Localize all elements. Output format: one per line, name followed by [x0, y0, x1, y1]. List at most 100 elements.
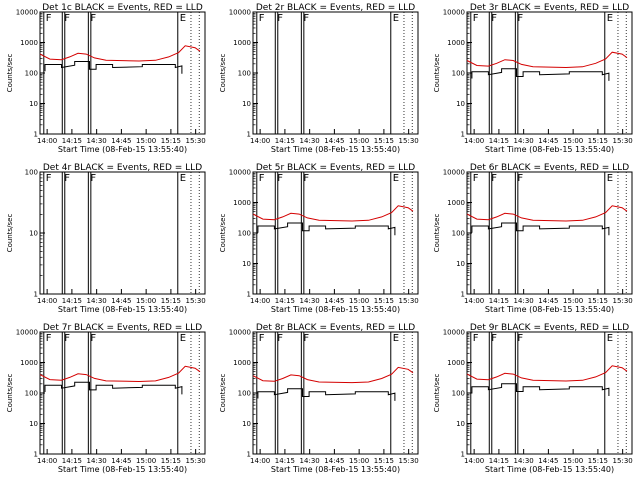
- lld-series-line: [466, 205, 628, 222]
- y-tick-label: 1: [247, 131, 251, 139]
- marker-label: F: [46, 333, 52, 344]
- events-series-line: [471, 383, 610, 396]
- marker-label: F: [90, 13, 96, 24]
- x-tick-label: 15:00: [563, 457, 583, 465]
- x-tick-label: 14:45: [111, 137, 131, 145]
- x-tick-label: 15:15: [374, 137, 394, 145]
- marker-label: E: [607, 173, 613, 184]
- x-tick-label: 14:45: [324, 457, 344, 465]
- x-tick-label: 15:00: [136, 137, 156, 145]
- y-tick-label: 10: [456, 100, 465, 108]
- y-tick-label: 1: [34, 131, 38, 139]
- x-tick-label: 14:30: [300, 457, 320, 465]
- y-tick-label: 1000: [447, 359, 465, 367]
- panel-det-2: Det 2r BLACK = Events, RED = LLD 1 10 100 10…: [219, 3, 419, 154]
- marker-label: E: [607, 333, 613, 344]
- panel-det-1: Det 1c BLACK = Events, RED = LLD 1 10 100 10…: [6, 3, 206, 154]
- x-tick-label: 14:00: [464, 457, 484, 465]
- x-tick-label: 15:30: [613, 137, 633, 145]
- x-tick-label: 15:15: [161, 297, 181, 305]
- x-tick-label: 15:15: [588, 297, 608, 305]
- y-tick-label: 10000: [229, 9, 251, 17]
- marker-label: F: [90, 173, 96, 184]
- y-tick-label: 1: [461, 291, 465, 299]
- panel-title: Det 7r BLACK = Events, RED = LLD: [43, 323, 202, 333]
- y-tick-label: 100: [238, 70, 251, 78]
- y-tick-label: 10: [456, 420, 465, 428]
- y-axis-label: Counts/sec: [6, 54, 14, 93]
- x-tick-label: 14:00: [250, 297, 270, 305]
- lld-series-line: [39, 45, 201, 62]
- y-tick-label: 1: [247, 291, 251, 299]
- x-tick-label: 14:00: [37, 297, 57, 305]
- x-tick-label: 15:00: [136, 297, 156, 305]
- panel-title: Det 8r BLACK = Events, RED = LLD: [256, 323, 415, 333]
- x-tick-label: 14:30: [300, 137, 320, 145]
- y-tick-label: 10000: [443, 329, 465, 337]
- panel-det-5: Det 5r BLACK = Events, RED = LLD 1 10 100 10…: [219, 163, 419, 314]
- x-tick-label: 14:00: [250, 457, 270, 465]
- x-tick-label: 15:15: [588, 457, 608, 465]
- x-tick-label: 14:45: [538, 297, 558, 305]
- x-tick-label: 14:30: [514, 297, 534, 305]
- y-tick-label: 10000: [229, 329, 251, 337]
- marker-label: F: [517, 173, 523, 184]
- x-tick-label: 14:15: [275, 457, 295, 465]
- marker-label: F: [277, 333, 283, 344]
- x-axis-label: Start Time (08-Feb-15 13:55:40): [485, 305, 614, 314]
- x-tick-label: 14:30: [87, 137, 107, 145]
- y-tick-label: 10: [242, 420, 251, 428]
- y-tick-label: 1: [34, 451, 38, 459]
- x-tick-label: 15:15: [588, 137, 608, 145]
- x-axis-label: Start Time (08-Feb-15 13:55:40): [271, 465, 400, 474]
- y-axis-label: Counts/sec: [6, 214, 14, 253]
- x-tick-label: 14:45: [324, 297, 344, 305]
- x-axis-label: Start Time (08-Feb-15 13:55:40): [485, 465, 614, 474]
- x-tick-label: 14:30: [87, 297, 107, 305]
- lld-series-line: [252, 366, 414, 384]
- panel-title: Det 1c BLACK = Events, RED = LLD: [42, 3, 203, 13]
- x-tick-label: 14:15: [489, 457, 509, 465]
- marker-label: F: [491, 333, 497, 344]
- y-axis-label: Counts/sec: [433, 214, 441, 253]
- marker-label: E: [607, 13, 613, 24]
- marker-label: E: [393, 333, 399, 344]
- x-axis-label: Start Time (08-Feb-15 13:55:40): [58, 305, 187, 314]
- panel-title: Det 4r BLACK = Events, RED = LLD: [43, 163, 202, 173]
- y-tick-label: 1000: [20, 39, 38, 47]
- y-tick-label: 100: [238, 390, 251, 398]
- x-tick-label: 15:30: [613, 297, 633, 305]
- events-series-line: [471, 68, 610, 81]
- x-tick-label: 14:15: [62, 457, 82, 465]
- x-tick-label: 14:30: [514, 457, 534, 465]
- x-tick-label: 14:30: [514, 137, 534, 145]
- x-tick-label: 14:00: [37, 137, 57, 145]
- x-tick-label: 15:30: [613, 457, 633, 465]
- x-tick-label: 14:45: [111, 297, 131, 305]
- x-tick-label: 14:15: [62, 137, 82, 145]
- y-tick-label: 10000: [16, 329, 38, 337]
- events-series-line: [44, 61, 183, 74]
- x-tick-label: 15:30: [186, 137, 206, 145]
- panel-det-9: Det 9r BLACK = Events, RED = LLD 1 10 100 10…: [433, 323, 633, 474]
- x-tick-label: 15:15: [374, 297, 394, 305]
- y-axis-label: Counts/sec: [219, 374, 227, 413]
- y-tick-label: 100: [25, 390, 38, 398]
- events-series-line: [471, 222, 610, 236]
- y-tick-label: 100: [452, 230, 465, 238]
- y-tick-label: 1: [461, 131, 465, 139]
- marker-label: F: [473, 173, 479, 184]
- x-tick-label: 15:00: [563, 297, 583, 305]
- panel-title: Det 5r BLACK = Events, RED = LLD: [256, 163, 415, 173]
- x-tick-label: 15:00: [136, 457, 156, 465]
- panel-title: Det 3r BLACK = Events, RED = LLD: [470, 3, 629, 13]
- y-tick-label: 1000: [233, 359, 251, 367]
- y-tick-label: 100: [452, 70, 465, 78]
- marker-label: F: [259, 173, 265, 184]
- y-tick-label: 1000: [233, 199, 251, 207]
- events-series-line: [44, 381, 183, 395]
- marker-label: F: [90, 333, 96, 344]
- x-tick-label: 15:30: [399, 297, 419, 305]
- panel-det-4: Det 4r BLACK = Events, RED = LLD 1 10 100 14…: [6, 163, 206, 314]
- y-axis-label: Counts/sec: [219, 54, 227, 93]
